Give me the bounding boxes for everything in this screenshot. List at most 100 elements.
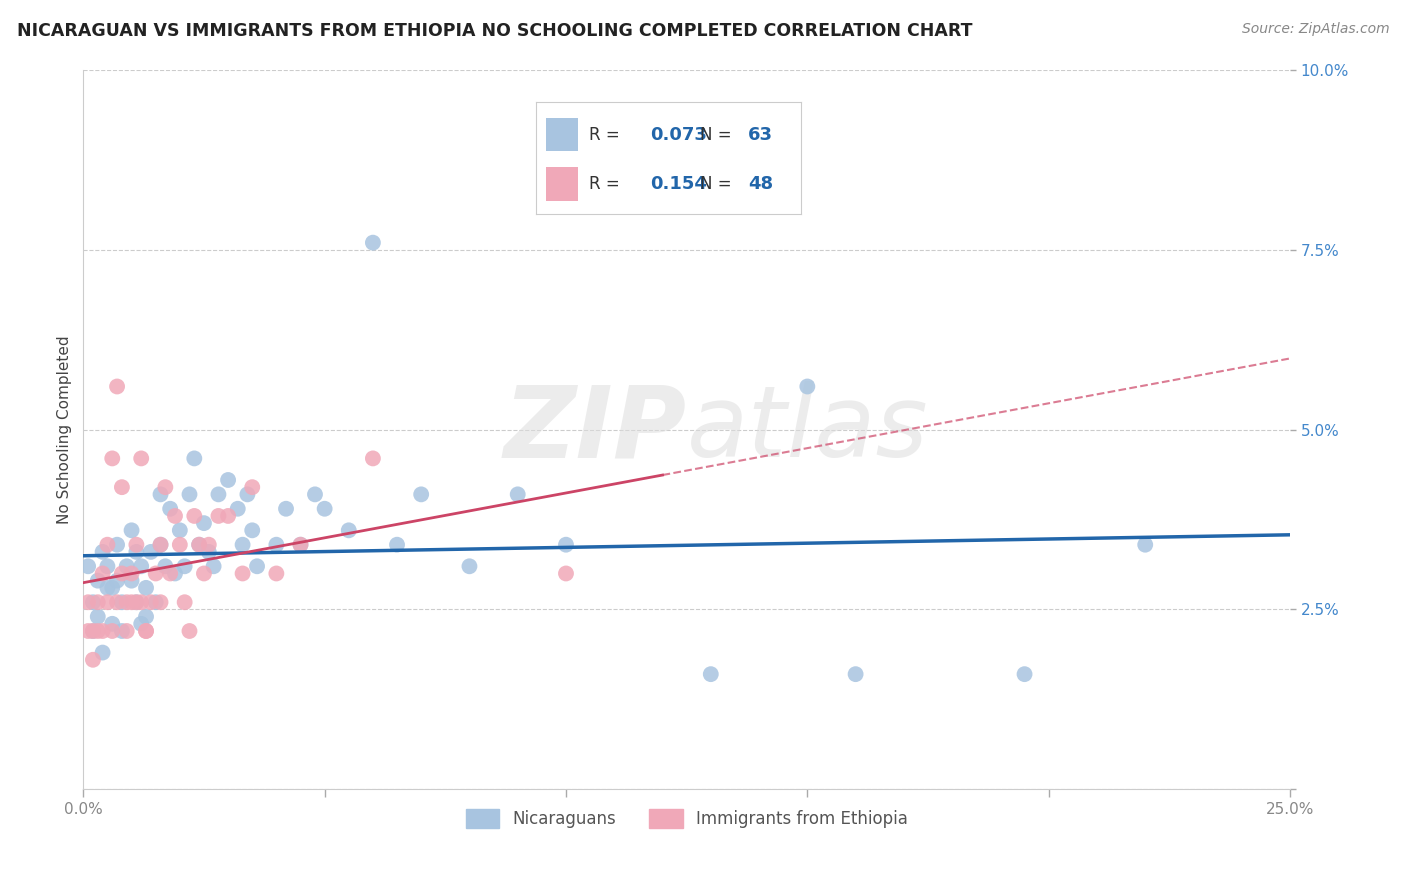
Point bbox=[135, 624, 157, 638]
Point bbox=[796, 379, 818, 393]
Point bbox=[145, 566, 167, 581]
Point bbox=[121, 566, 143, 581]
Point bbox=[82, 595, 104, 609]
Point bbox=[105, 574, 128, 588]
Y-axis label: No Schooling Completed: No Schooling Completed bbox=[58, 335, 72, 524]
Point bbox=[193, 516, 215, 530]
Point bbox=[155, 559, 177, 574]
Point bbox=[361, 235, 384, 250]
Point bbox=[169, 538, 191, 552]
Point bbox=[266, 538, 288, 552]
Point bbox=[555, 538, 578, 552]
Point bbox=[96, 581, 118, 595]
Text: Source: ZipAtlas.com: Source: ZipAtlas.com bbox=[1241, 22, 1389, 37]
Point bbox=[121, 574, 143, 588]
Point bbox=[101, 624, 124, 638]
Point bbox=[290, 538, 312, 552]
Point bbox=[179, 624, 201, 638]
Point bbox=[232, 566, 254, 581]
Point bbox=[385, 538, 408, 552]
Point bbox=[361, 451, 384, 466]
Point bbox=[135, 581, 157, 595]
Point bbox=[193, 566, 215, 581]
Point bbox=[145, 595, 167, 609]
Point bbox=[77, 559, 100, 574]
Point bbox=[845, 667, 868, 681]
Point bbox=[163, 508, 186, 523]
Point bbox=[82, 624, 104, 638]
Point bbox=[87, 609, 110, 624]
Point bbox=[149, 487, 172, 501]
Point bbox=[290, 538, 312, 552]
Point bbox=[149, 538, 172, 552]
Point bbox=[91, 566, 114, 581]
Point bbox=[202, 559, 225, 574]
Point bbox=[77, 624, 100, 638]
Point bbox=[82, 624, 104, 638]
Point bbox=[96, 595, 118, 609]
Point bbox=[111, 595, 134, 609]
Point bbox=[121, 524, 143, 538]
Point bbox=[82, 653, 104, 667]
Text: ZIP: ZIP bbox=[503, 381, 686, 478]
Point bbox=[198, 545, 221, 559]
Point bbox=[1135, 538, 1157, 552]
Point bbox=[105, 379, 128, 393]
Point bbox=[506, 487, 529, 501]
Point bbox=[115, 595, 138, 609]
Point bbox=[555, 566, 578, 581]
Point bbox=[125, 595, 148, 609]
Text: NICARAGUAN VS IMMIGRANTS FROM ETHIOPIA NO SCHOOLING COMPLETED CORRELATION CHART: NICARAGUAN VS IMMIGRANTS FROM ETHIOPIA N… bbox=[17, 22, 973, 40]
Point bbox=[246, 559, 269, 574]
Point bbox=[149, 538, 172, 552]
Point bbox=[77, 595, 100, 609]
Point bbox=[125, 545, 148, 559]
Point bbox=[125, 595, 148, 609]
Point bbox=[217, 508, 239, 523]
Point bbox=[411, 487, 433, 501]
Point bbox=[458, 559, 481, 574]
Point bbox=[232, 538, 254, 552]
Point bbox=[155, 480, 177, 494]
Point bbox=[217, 473, 239, 487]
Point bbox=[105, 595, 128, 609]
Point bbox=[105, 538, 128, 552]
Point bbox=[91, 646, 114, 660]
Point bbox=[129, 451, 152, 466]
Point bbox=[96, 559, 118, 574]
Point bbox=[101, 616, 124, 631]
Point bbox=[125, 538, 148, 552]
Point bbox=[188, 538, 211, 552]
Point bbox=[159, 566, 181, 581]
Point bbox=[87, 624, 110, 638]
Point bbox=[1014, 667, 1036, 681]
Point bbox=[337, 524, 360, 538]
Point bbox=[173, 595, 195, 609]
Point bbox=[179, 487, 201, 501]
Point bbox=[115, 624, 138, 638]
Point bbox=[173, 559, 195, 574]
Text: atlas: atlas bbox=[686, 381, 928, 478]
Point bbox=[207, 508, 229, 523]
Point bbox=[139, 545, 162, 559]
Point bbox=[163, 566, 186, 581]
Point bbox=[240, 480, 263, 494]
Point bbox=[159, 501, 181, 516]
Point bbox=[700, 667, 723, 681]
Point bbox=[87, 574, 110, 588]
Point bbox=[101, 451, 124, 466]
Point bbox=[135, 609, 157, 624]
Point bbox=[139, 595, 162, 609]
Point bbox=[129, 616, 152, 631]
Point bbox=[111, 624, 134, 638]
Point bbox=[207, 487, 229, 501]
Point bbox=[183, 508, 205, 523]
Point bbox=[121, 595, 143, 609]
Point bbox=[314, 501, 336, 516]
Point bbox=[226, 501, 249, 516]
Point bbox=[304, 487, 326, 501]
Point bbox=[149, 595, 172, 609]
Legend: Nicaraguans, Immigrants from Ethiopia: Nicaraguans, Immigrants from Ethiopia bbox=[458, 802, 914, 835]
Point bbox=[91, 624, 114, 638]
Point bbox=[87, 595, 110, 609]
